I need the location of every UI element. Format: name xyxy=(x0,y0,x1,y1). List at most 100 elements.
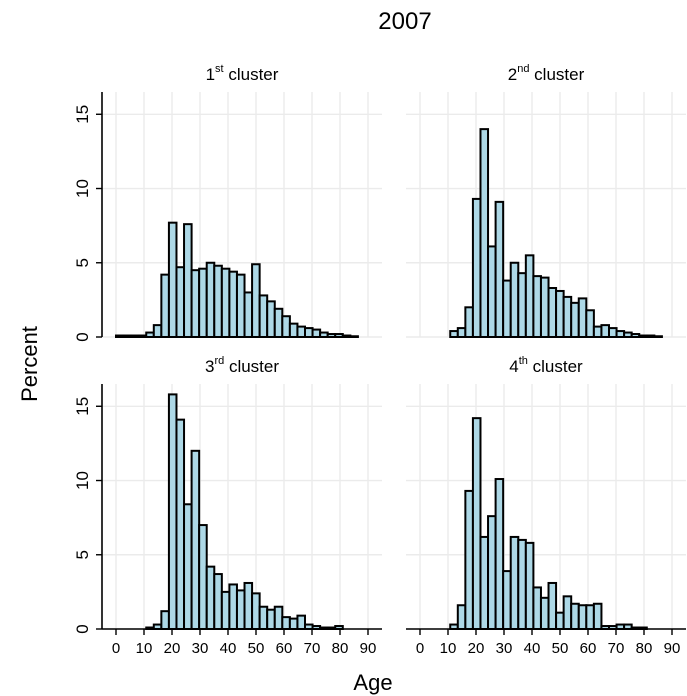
histogram-bar xyxy=(571,604,579,629)
y-tick-label: 10 xyxy=(73,471,92,490)
histogram-bar xyxy=(199,525,207,629)
histogram-bar xyxy=(184,504,192,629)
histogram-bar xyxy=(556,613,564,629)
histogram-bar xyxy=(586,310,594,337)
histogram-bar xyxy=(624,333,632,337)
histogram-bar xyxy=(617,331,625,337)
x-tick-label: 0 xyxy=(112,640,120,657)
histogram-bar xyxy=(245,583,253,629)
histogram-bar xyxy=(526,543,534,629)
histogram-bar xyxy=(139,336,147,337)
histogram-bar xyxy=(237,275,245,337)
histogram-bar xyxy=(275,309,283,337)
x-axis-label: Age xyxy=(353,670,392,695)
histogram-bar xyxy=(146,333,154,337)
x-tick-label: 30 xyxy=(496,640,513,657)
histogram-bar xyxy=(116,336,124,337)
histogram-bar xyxy=(654,336,662,337)
histogram-bar xyxy=(503,281,511,337)
histogram-bar xyxy=(518,273,526,337)
histogram-bar xyxy=(192,270,200,337)
histogram-bar xyxy=(458,605,466,629)
histogram-bar xyxy=(480,129,488,337)
histogram-bar xyxy=(214,574,222,629)
histogram-bar xyxy=(343,336,351,337)
histogram-bar xyxy=(290,619,298,629)
histogram-bar xyxy=(282,316,290,337)
histogram-bar xyxy=(131,336,139,337)
histogram-bar xyxy=(594,327,602,337)
panel-3: 3rd cluster 0 5 10 15 0 10 20 30 40 50 60 70 80 90 xyxy=(73,355,382,657)
histogram-bar xyxy=(549,288,557,337)
histogram-bar xyxy=(222,592,230,629)
histogram-bar xyxy=(229,272,237,337)
histogram-bar xyxy=(579,605,587,629)
histogram-bar xyxy=(245,292,253,337)
histogram-bar xyxy=(252,593,260,629)
histogram-bar xyxy=(503,571,511,629)
histogram-bar xyxy=(169,394,177,629)
histogram-bar xyxy=(161,275,169,337)
histogram-bar xyxy=(488,516,496,629)
figure-title: 2007 xyxy=(378,8,431,35)
histogram-bar xyxy=(207,567,215,629)
histogram-bar xyxy=(556,291,564,337)
histogram-bar xyxy=(480,537,488,629)
histogram-bar xyxy=(229,584,237,629)
histogram-bar xyxy=(350,336,358,337)
y-axis-label: Percent xyxy=(17,326,42,402)
histogram-bar xyxy=(609,328,617,337)
x-tick-label: 50 xyxy=(248,640,265,657)
histogram-bar xyxy=(564,297,572,337)
y-tick-label: 5 xyxy=(73,258,92,267)
panel-title: 1st cluster xyxy=(206,63,279,84)
y-tick-label: 15 xyxy=(73,105,92,124)
histogram-bar xyxy=(586,605,594,629)
histogram-bar xyxy=(260,295,268,337)
histogram-bar xyxy=(328,334,336,337)
y-tick-label: 10 xyxy=(73,179,92,198)
histogram-bar xyxy=(305,328,313,337)
histogram-bar xyxy=(260,607,268,629)
histogram-bar xyxy=(222,269,230,337)
x-tick-label: 40 xyxy=(220,640,237,657)
histogram-bar xyxy=(124,336,132,337)
panel-title: 2nd cluster xyxy=(508,63,585,84)
histogram-bar xyxy=(541,598,549,629)
histogram-bar xyxy=(313,330,321,337)
histogram-bar xyxy=(154,325,162,337)
histogram-bar xyxy=(275,607,283,629)
histogram-bar xyxy=(458,328,466,337)
panels-group: 1st cluster 0 5 10 15 2nd cluster 3rd cluster 0… xyxy=(73,63,686,657)
histogram-bar xyxy=(594,604,602,629)
histogram-bar xyxy=(496,202,504,337)
y-tick-label: 5 xyxy=(73,550,92,559)
histogram-bar xyxy=(549,583,557,629)
histogram-bar xyxy=(541,278,549,337)
x-tick-label: 20 xyxy=(164,640,181,657)
x-tick-label: 80 xyxy=(636,640,653,657)
x-tick-label: 50 xyxy=(552,640,569,657)
histogram-bar xyxy=(496,479,504,629)
histogram-bar xyxy=(533,587,541,629)
x-tick-label: 10 xyxy=(136,640,153,657)
panel-title: 3rd cluster xyxy=(205,355,279,376)
x-tick-label: 70 xyxy=(304,640,321,657)
histogram-bar xyxy=(297,327,305,337)
panel-4: 4th cluster 0 10 20 30 40 50 60 70 80 90 xyxy=(406,355,686,657)
histogram-bar xyxy=(465,491,473,629)
x-tick-label: 20 xyxy=(468,640,485,657)
histogram-bar xyxy=(184,224,192,337)
x-tick-label: 60 xyxy=(580,640,597,657)
histogram-bar xyxy=(207,263,215,337)
panel-1: 1st cluster 0 5 10 15 xyxy=(73,63,382,342)
histogram-bar xyxy=(335,334,343,337)
histogram-bar xyxy=(290,324,298,337)
y-tick-label: 15 xyxy=(73,397,92,416)
x-tick-label: 30 xyxy=(192,640,209,657)
panel-2: 2nd cluster xyxy=(406,63,686,337)
histogram-bar xyxy=(267,301,275,337)
x-tick-label: 70 xyxy=(608,640,625,657)
histogram-bar xyxy=(252,264,260,337)
histogram-bar xyxy=(192,451,200,629)
